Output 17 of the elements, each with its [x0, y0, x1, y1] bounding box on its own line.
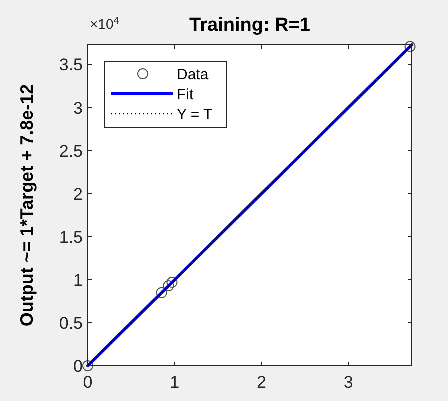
x-tick-label: 3 — [344, 373, 354, 392]
y-tick-label: 3 — [74, 98, 83, 118]
y-tick-label: 3.5 — [59, 56, 83, 75]
y-tick-label: 2.5 — [59, 142, 83, 161]
y-tick-label: 1.5 — [59, 228, 83, 247]
y-tick-label: 0.5 — [59, 314, 83, 333]
legend-label: Fit — [177, 86, 194, 104]
y-axis-title: Output ~= 1*Target + 7.8e-12 — [17, 84, 37, 327]
y-tick-label: 0 — [74, 356, 83, 376]
y-tick-label: 2 — [74, 184, 83, 204]
chart-title: Training: R=1 — [190, 15, 311, 36]
legend-label: Data — [177, 66, 210, 84]
y-tick-label: 1 — [74, 270, 83, 290]
x-tick-label: 1 — [170, 373, 180, 392]
x-tick-label: 2 — [256, 373, 266, 392]
legend-label: Y = T — [177, 106, 213, 124]
text: ×10$^{4}$ — [90, 16, 120, 32]
